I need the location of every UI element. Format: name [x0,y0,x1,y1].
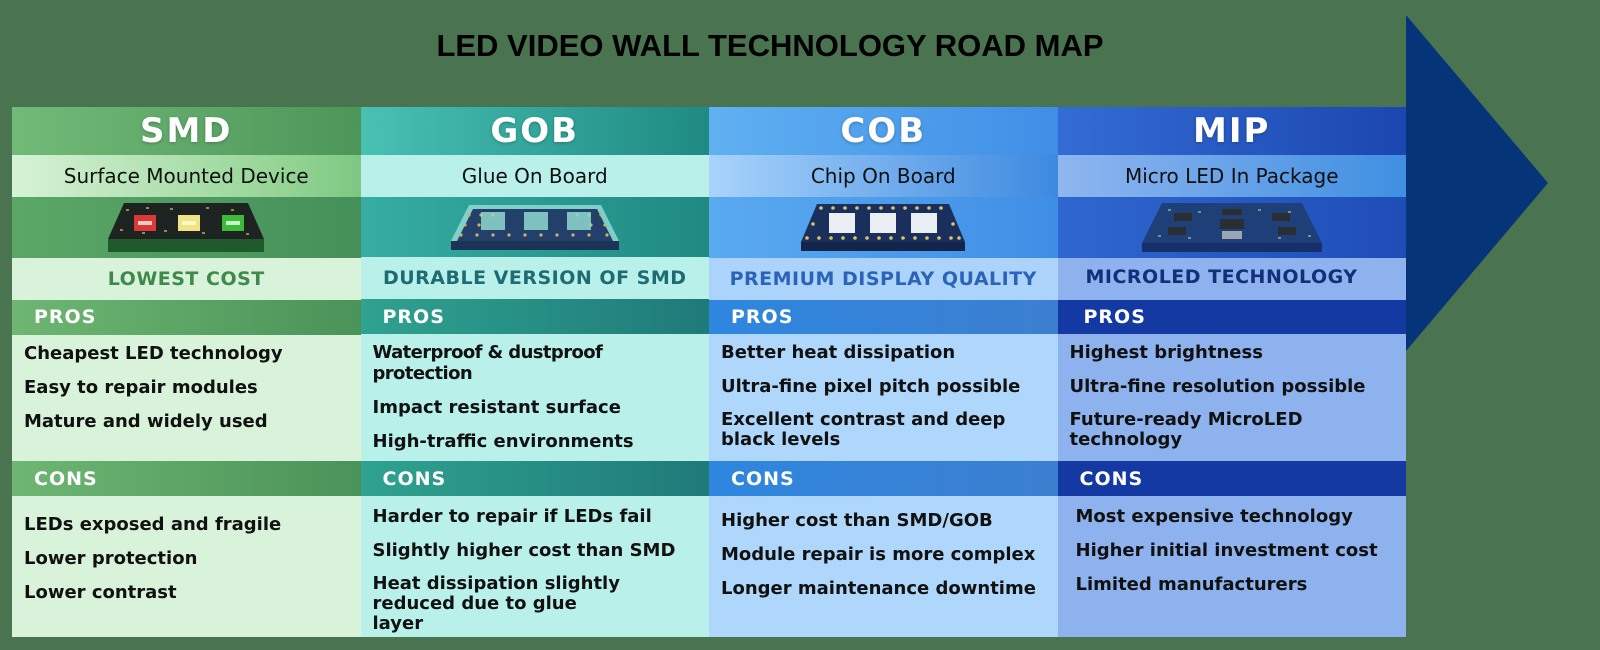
pros-item: Ultra-fine resolution possible [1069,376,1366,398]
column-gob: GOB Glue On Board DURABLE VERSION OF SMD… [360,107,709,637]
cons-list: Harder to repair if LEDs fail Slightly h… [360,495,709,637]
cob-led-module-image [709,196,1058,258]
cons-list: Higher cost than SMD/GOB Module repair i… [709,496,1058,637]
technology-full-name: Chip On Board [709,154,1058,197]
cons-item: LEDs exposed and fragile [24,514,282,536]
cons-header: CONS [12,461,361,497]
technology-roadmap-grid: SMD Surface Mounted Device LOWEST COST P… [12,107,1406,638]
technology-tagline: DURABLE VERSION OF SMD [360,257,709,300]
pros-item: Easy to repair modules [24,376,258,398]
cons-item: Higher initial investment cost [1075,540,1378,562]
technology-tagline: LOWEST COST [12,257,361,300]
roadmap-arrow-icon [1406,15,1548,351]
cons-item: Lower contrast [24,582,177,604]
pros-item: High-traffic environments [372,431,634,453]
technology-name: COB [840,110,927,151]
technology-name: MIP [1193,110,1271,151]
mip-led-module-image [1057,196,1406,258]
gob-module-icon [450,205,619,251]
technology-name: SMD [139,110,233,151]
mip-module-icon [1141,203,1322,253]
pros-item: Excellent contrast and deep black levels [721,409,1006,451]
technology-full-name: Glue On Board [360,154,709,197]
cons-header: CONS [1057,461,1406,497]
cons-item: Heat dissipation slightly reduced due to… [372,572,620,634]
cons-list: LEDs exposed and fragile Lower protectio… [12,496,361,638]
cons-item: Higher cost than SMD/GOB [721,510,993,532]
pros-header: PROS [1057,299,1406,335]
column-header: GOB [360,107,709,155]
smd-led-module-image [12,196,361,258]
technology-tagline: MICROLED TECHNOLOGY [1057,257,1406,300]
technology-full-name: Surface Mounted Device [12,154,361,197]
column-header: SMD [12,107,361,155]
pros-item: Mature and widely used [24,410,268,432]
pros-header: PROS [12,299,361,335]
cons-item: Most expensive technology [1075,506,1353,528]
pros-list: Waterproof & dustproof protection Impact… [360,334,709,462]
pros-header: PROS [360,299,709,335]
column-mip: MIP Micro LED In Package MICROLED TECHNO… [1057,107,1406,637]
pros-list: Better heat dissipation Ultra-fine pixel… [709,334,1058,462]
technology-name: GOB [490,110,580,151]
pros-item: Future-ready MicroLED technology [1069,409,1303,451]
column-header: MIP [1057,107,1406,155]
pros-header: PROS [709,299,1058,335]
technology-full-name: Micro LED In Package [1057,154,1406,197]
cons-item: Module repair is more complex [721,544,1036,566]
column-smd: SMD Surface Mounted Device LOWEST COST P… [12,107,361,638]
cob-module-icon [801,204,966,252]
cons-item: Lower protection [24,548,198,570]
pros-list: Cheapest LED technology Easy to repair m… [12,334,361,462]
cons-header: CONS [709,461,1058,497]
pros-item: Waterproof & dustproof protection [372,342,603,385]
cons-item: Limited manufacturers [1075,574,1308,596]
page-title: LED VIDEO WALL TECHNOLOGY ROAD MAP [436,28,1104,63]
cons-item: Slightly higher cost than SMD [372,539,676,561]
pros-item: Highest brightness [1069,342,1263,364]
pros-item: Impact resistant surface [372,397,621,419]
pros-item: Ultra-fine pixel pitch possible [721,376,1021,398]
cons-list: Most expensive technology Higher initial… [1057,496,1406,637]
smd-module-icon [108,203,265,253]
column-header: COB [709,107,1058,155]
gob-led-module-image [360,196,709,258]
pros-item: Cheapest LED technology [24,342,283,364]
cons-item: Harder to repair if LEDs fail [372,505,652,527]
cons-header: CONS [360,461,709,496]
pros-item: Better heat dissipation [721,342,956,364]
column-cob: COB Chip On Board PREMIUM DISPLAY QUALIT… [709,107,1058,637]
pros-list: Highest brightness Ultra-fine resolution… [1057,334,1406,462]
technology-tagline: PREMIUM DISPLAY QUALITY [709,257,1058,300]
cons-item: Longer maintenance downtime [721,578,1036,600]
